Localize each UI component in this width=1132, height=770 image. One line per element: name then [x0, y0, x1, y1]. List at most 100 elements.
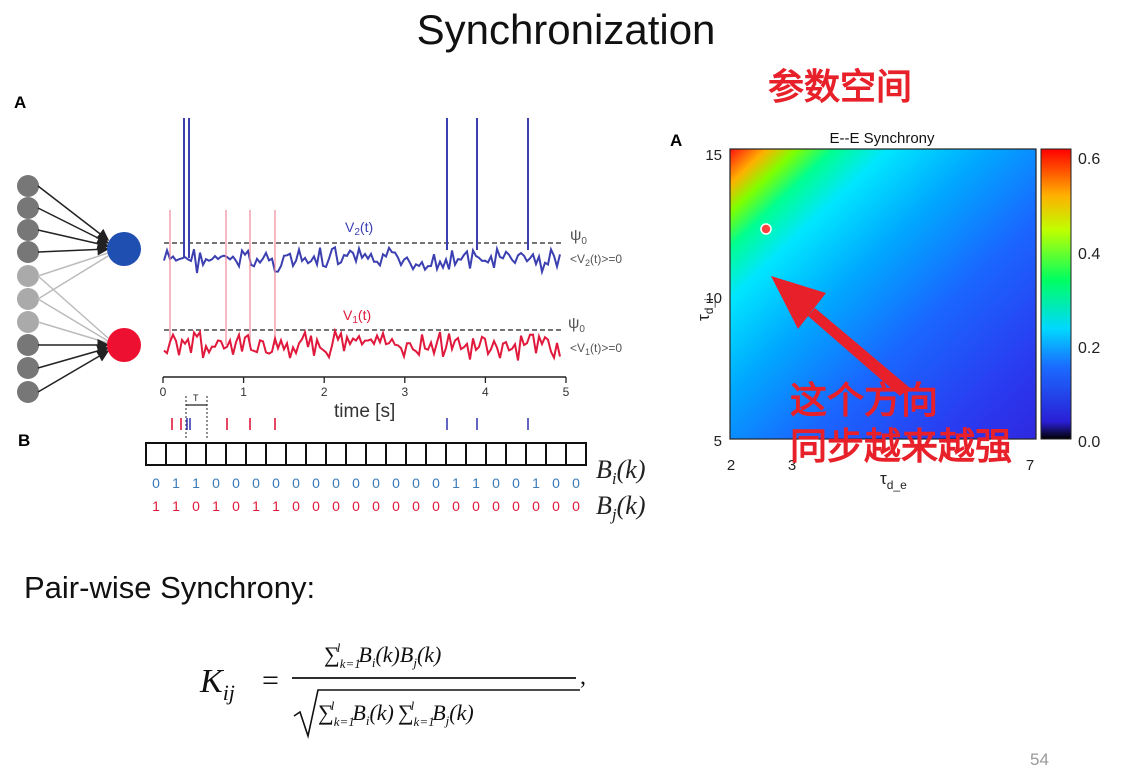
time-axis-label: time [s] [334, 401, 395, 422]
output-neuron-blue [107, 232, 141, 266]
bin-row [145, 442, 587, 466]
bi-bit: 0 [552, 475, 560, 491]
input-neurons [17, 175, 39, 403]
bi-bit: 0 [352, 475, 360, 491]
colorbar [1040, 148, 1072, 440]
input-neuron [17, 357, 39, 379]
bi-bit: 1 [532, 475, 540, 491]
bin-cell [505, 442, 527, 466]
heatmap-xlabel: τd_e [880, 469, 907, 492]
output-neuron-red [107, 328, 141, 362]
bi-bit: 1 [192, 475, 200, 491]
bin-cell [465, 442, 487, 466]
panel-a-letter: A [14, 93, 26, 112]
bi-bit: 0 [432, 475, 440, 491]
formula-lhs: Kij [199, 663, 235, 705]
input-neuron [17, 219, 39, 241]
synchrony-formula: Kij = ∑k=1l Bi(k)Bj(k) ∑k=1l Bi(k) ∑k=1l Bj(… [199, 640, 586, 740]
heatmap-xtick: 3 [788, 457, 796, 474]
bi-bit: 0 [312, 475, 320, 491]
page-number: 54 [1030, 750, 1049, 769]
parameter-space-title: 参数空间 [768, 66, 913, 107]
bj-bit: 0 [572, 498, 580, 514]
bin-cell [545, 442, 567, 466]
input-neuron [17, 334, 39, 356]
time-tick-label: 2 [321, 385, 328, 399]
input-neuron [17, 197, 39, 219]
heatmap-ticks: 15 10 52 3 7 [705, 147, 1034, 474]
heatmap-panel-letter: A [670, 131, 682, 150]
time-tick-label: 5 [563, 385, 570, 399]
bin-cell [405, 442, 427, 466]
time-tick-label: 3 [401, 385, 408, 399]
bi-bit: 0 [332, 475, 340, 491]
bin-cell [385, 442, 407, 466]
bin-cell [345, 442, 367, 466]
v1-mean-label: <V1(t)>=0 [570, 341, 622, 357]
input-neuron [17, 241, 39, 263]
bj-bit: 0 [432, 498, 440, 514]
bj-bit: 0 [312, 498, 320, 514]
input-neuron [17, 265, 39, 287]
bi-bit: 0 [272, 475, 280, 491]
bj-bit: 1 [252, 498, 260, 514]
colorbar-ticks: 0.6 0.4 0.2 0.0 [1078, 151, 1100, 451]
bin-cell [165, 442, 187, 466]
direction-arrow [771, 276, 910, 396]
bin-cell [365, 442, 387, 466]
panel-b-letter: B [18, 431, 30, 450]
heatmap-title: E--E Synchrony [829, 130, 935, 147]
time-tick-label: 1 [240, 385, 247, 399]
bin-cell [265, 442, 287, 466]
bin-cell [225, 442, 247, 466]
bin-cell [185, 442, 207, 466]
formula-denominator: ∑k=1l Bi(k) ∑k=1l Bj(k) [318, 698, 474, 729]
bi-bit: 1 [472, 475, 480, 491]
bi-bit: 0 [372, 475, 380, 491]
bj-bit: 0 [332, 498, 340, 514]
tau-bracket: T [185, 393, 208, 440]
bi-bit: 0 [412, 475, 420, 491]
bj-bit: 0 [192, 498, 200, 514]
heatmap-marked-point [760, 223, 772, 235]
bi-bit: 0 [152, 475, 160, 491]
bin-cell [245, 442, 267, 466]
bin-cell [305, 442, 327, 466]
bi-bit: 0 [292, 475, 300, 491]
bj-bit: 0 [472, 498, 480, 514]
time-tick-label: 4 [482, 385, 489, 399]
synapse-arrows [37, 185, 110, 393]
bin-cell [565, 442, 587, 466]
bj-bit: 0 [372, 498, 380, 514]
direction-annotation: 这个方向 同步越来越强 [790, 378, 1012, 470]
bj-bit: 0 [392, 498, 400, 514]
psi-label-v2: ψ0 [570, 227, 587, 247]
annotation-line-2: 同步越来越强 [790, 426, 1012, 467]
heatmap-ytick: 10 [705, 290, 722, 307]
input-neuron [17, 175, 39, 197]
bj-bit: 0 [232, 498, 240, 514]
bi-label: Bi(k) [596, 455, 645, 488]
heatmap-ytick: 5 [714, 433, 722, 450]
sqrt-sign [293, 689, 580, 740]
bj-bit: 0 [532, 498, 540, 514]
spike-raster [171, 418, 529, 430]
input-neuron [17, 381, 39, 403]
bin-cell [425, 442, 447, 466]
annotation-line-1: 这个方向 [790, 380, 938, 421]
input-neuron [17, 288, 39, 310]
bi-bit: 1 [172, 475, 180, 491]
bin-cell [205, 442, 227, 466]
input-neuron [17, 311, 39, 333]
formula-equals: = [262, 664, 279, 697]
bi-bit: 0 [232, 475, 240, 491]
colorbar-tick: 0.6 [1078, 151, 1100, 168]
slide-title: Synchronization [416, 6, 716, 53]
heatmap-ylabel: τd_i [694, 298, 716, 321]
bi-bit: 0 [392, 475, 400, 491]
heatmap-frame [729, 148, 1037, 440]
heatmap-xtick: 7 [1026, 457, 1034, 474]
bj-label: Bj(k) [596, 491, 645, 524]
bj-bit: 0 [352, 498, 360, 514]
